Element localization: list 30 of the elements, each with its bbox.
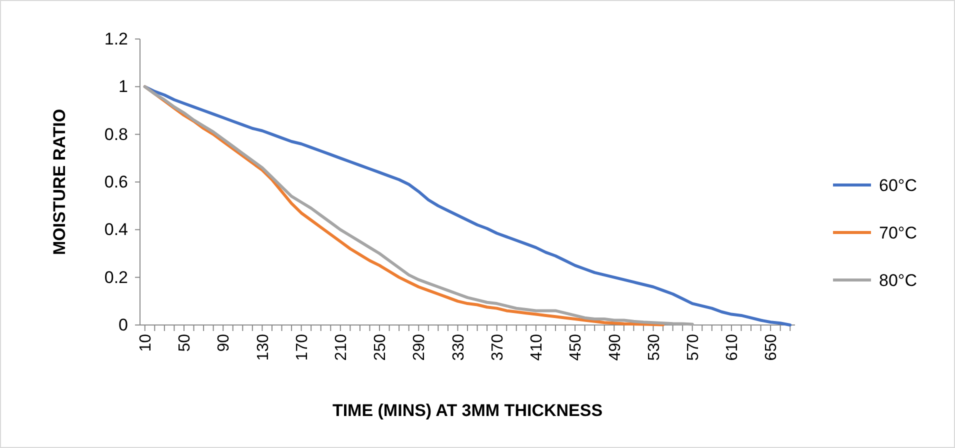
x-tick-label: 370 xyxy=(489,334,506,361)
x-tick-label: 290 xyxy=(411,334,428,361)
x-tick-label: 170 xyxy=(294,334,311,361)
x-tick-label: 50 xyxy=(176,334,194,352)
y-tick-label: 1 xyxy=(118,77,128,96)
y-axis-title: MOISTURE RATIO xyxy=(50,108,69,256)
y-tick-label: 0.6 xyxy=(104,172,128,192)
line-series xyxy=(143,85,792,326)
x-tick-label: 490 xyxy=(606,334,624,361)
x-tick-label: 410 xyxy=(528,334,546,361)
x-tick-label: 450 xyxy=(568,334,585,361)
y-tick-label: 0 xyxy=(118,315,128,334)
y-tick-label: 0.4 xyxy=(104,220,128,240)
x-axis-title: TIME (MINS) AT 3MM THICKNESS xyxy=(332,401,603,420)
y-tick-label: 1.2 xyxy=(104,29,128,48)
legend-label: 60°C xyxy=(879,176,917,195)
x-tick-label: 10 xyxy=(137,334,154,352)
x-tick-label: 610 xyxy=(724,334,742,361)
legend-label: 70°C xyxy=(879,223,917,242)
y-tick-label: 0.8 xyxy=(104,124,128,144)
x-tick-label: 570 xyxy=(684,334,702,361)
y-tick-label: 0.2 xyxy=(104,268,128,287)
legend-label: 80°C xyxy=(879,270,917,290)
x-tick-label: 210 xyxy=(333,334,350,361)
x-tick-label: 650 xyxy=(763,334,780,361)
x-tick-label: 90 xyxy=(216,334,233,352)
x-tick-label: 130 xyxy=(254,334,272,361)
x-tick-label: 530 xyxy=(646,334,663,361)
x-tick-label: 250 xyxy=(372,334,390,361)
x-tick-label: 330 xyxy=(450,334,468,361)
